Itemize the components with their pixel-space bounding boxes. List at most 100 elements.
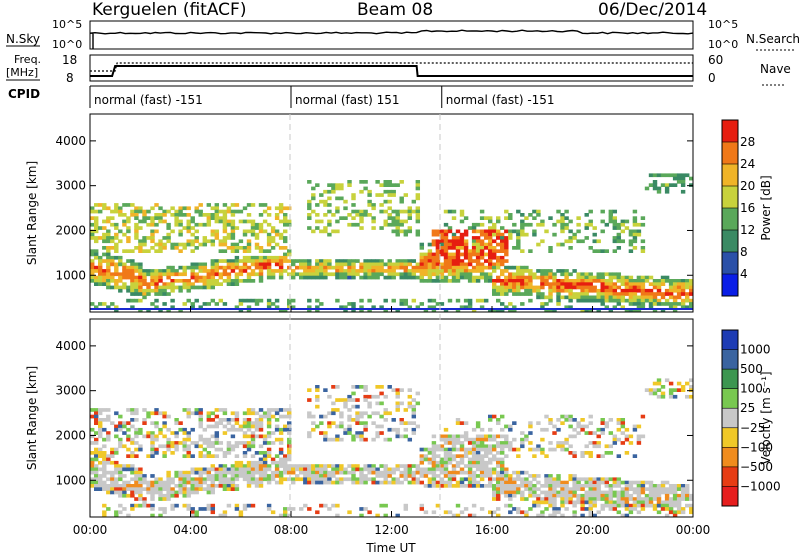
power-data-cell-1797 xyxy=(620,288,626,293)
vel-data-cell-606 xyxy=(246,477,252,482)
power-data-cell-1705 xyxy=(592,279,597,283)
vel-data-cell-1339 xyxy=(488,477,493,482)
power-data-cell-1603 xyxy=(560,222,565,227)
power-data-cell-1935 xyxy=(668,285,674,290)
vel-data-cell-634 xyxy=(254,451,260,455)
power-data-cell-1641 xyxy=(568,305,573,310)
power-data-cell-1926 xyxy=(664,279,670,283)
vel-data-cell-1084 xyxy=(411,411,417,416)
power-data-cell-714 xyxy=(278,272,284,277)
vel-data-cell-1595 xyxy=(568,414,573,419)
vel-data-cell-566 xyxy=(238,441,244,445)
radar-title: Kerguelen (fitACF) xyxy=(92,0,246,20)
vel-data-cell-1282 xyxy=(475,421,481,425)
vel-data-cell-1867 xyxy=(656,484,662,488)
power-data-cell-445 xyxy=(206,213,212,217)
vel-data-cell-1461 xyxy=(524,434,529,439)
x-label-3: 12:00 xyxy=(374,523,409,537)
vel-data-cell-642 xyxy=(258,408,264,412)
power-data-cell-1476 xyxy=(516,242,521,247)
power-data-cell-1061 xyxy=(407,206,413,211)
power-data-cell-738 xyxy=(287,272,292,277)
vel-data-cell-657 xyxy=(258,477,264,482)
vel-data-cell-1646 xyxy=(580,507,585,511)
vel-data-cell-125 xyxy=(118,474,123,478)
power-data-cell-652 xyxy=(262,203,268,207)
vel-data-cell-1382 xyxy=(500,441,505,445)
vel-data-cell-533 xyxy=(230,424,236,429)
vel-data-cell-1397 xyxy=(504,424,509,429)
power-data-cell-1614 xyxy=(564,209,569,214)
power-data-cell-792 xyxy=(315,226,320,230)
vel-data-cell-542 xyxy=(230,477,236,482)
vel-data-cell-1197 xyxy=(451,434,457,439)
power-data-cell-1892 xyxy=(652,183,658,187)
power-data-cell-803 xyxy=(319,199,324,204)
power-data-cell-1128 xyxy=(427,275,433,280)
power-data-cell-359 xyxy=(178,279,183,283)
vel-data-cell-1247 xyxy=(463,470,469,475)
vel-data-cell-1594 xyxy=(564,507,569,511)
vel-data-cell-1677 xyxy=(588,513,593,518)
vel-data-cell-1801 xyxy=(628,507,634,511)
vel-data-cell-864 xyxy=(331,470,336,475)
power-data-cell-1546 xyxy=(540,239,545,244)
power-data-cell-1526 xyxy=(532,209,537,214)
vel-data-cell-575 xyxy=(242,418,248,422)
vel-data-cell-1744 xyxy=(612,477,618,482)
vel-data-cell-286 xyxy=(162,454,167,458)
vel-data-cell-1886 xyxy=(664,480,670,485)
power-data-cell-1377 xyxy=(492,252,497,257)
vel-data-cell-1833 xyxy=(640,500,646,505)
power-data-cell-1009 xyxy=(391,209,396,214)
power-data-cell-20 xyxy=(94,219,99,224)
vel-data-cell-1320 xyxy=(484,460,489,465)
power-data-cell-1835 xyxy=(632,246,638,250)
power-data-cell-1314 xyxy=(475,262,481,267)
power-data-cell-314 xyxy=(166,239,171,244)
power-data-cell-699 xyxy=(274,269,280,273)
vel-data-cell-420 xyxy=(198,477,203,482)
power-data-cell-1952 xyxy=(672,308,678,313)
cpid-label: CPID xyxy=(8,87,40,101)
vel-data-cell-1006 xyxy=(379,480,384,485)
power-data-cell-1320 xyxy=(479,209,485,214)
vel-data-cell-47 xyxy=(98,474,103,478)
power-data-cell-162 xyxy=(130,203,135,207)
power-data-cell-1611 xyxy=(560,285,565,290)
vel-data-cell-1575 xyxy=(560,487,565,491)
vel-data-cell-473 xyxy=(214,414,220,419)
vel-data-cell-639 xyxy=(254,477,260,482)
power-data-cell-809 xyxy=(319,269,324,273)
power-data-cell-1774 xyxy=(612,298,618,303)
power-data-cell-1950 xyxy=(672,302,678,306)
vel-data-cell-1402 xyxy=(504,454,509,458)
power-data-cell-937 xyxy=(367,199,372,204)
power-data-cell-136 xyxy=(122,222,127,227)
vel-data-cell-397 xyxy=(194,467,199,472)
power-data-cell-93 xyxy=(110,259,115,263)
vel-data-cell-184 xyxy=(134,441,139,445)
vel-data-cell-381 xyxy=(190,441,195,445)
vel-data-cell-1275 xyxy=(471,470,477,475)
vel-data-cell-1136 xyxy=(431,460,437,465)
vel-data-cell-1353 xyxy=(492,484,497,488)
vel-data-cell-238 xyxy=(150,441,155,445)
power-data-cell-1872 xyxy=(640,305,646,310)
power-data-cell-1152 xyxy=(435,249,441,253)
power-data-cell-358 xyxy=(178,272,183,277)
power-data-cell-1052 xyxy=(403,232,409,237)
power-data-cell-1155 xyxy=(435,259,441,263)
vel-data-cell-1612 xyxy=(572,454,577,458)
vel-data-cell-1825 xyxy=(636,510,642,515)
power-data-cell-1847 xyxy=(636,232,642,237)
power-data-cell-732 xyxy=(287,219,292,224)
power-data-cell-1976 xyxy=(685,173,690,178)
vel-data-cell-1707 xyxy=(600,431,605,435)
power-data-cell-1720 xyxy=(600,209,605,214)
vel-data-cell-883 xyxy=(339,414,344,419)
power-data-cell-1425 xyxy=(504,209,509,214)
power-data-cell-236 xyxy=(146,216,151,220)
vel-data-cell-1368 xyxy=(496,470,501,475)
vel-data-cell-834 xyxy=(323,414,328,419)
